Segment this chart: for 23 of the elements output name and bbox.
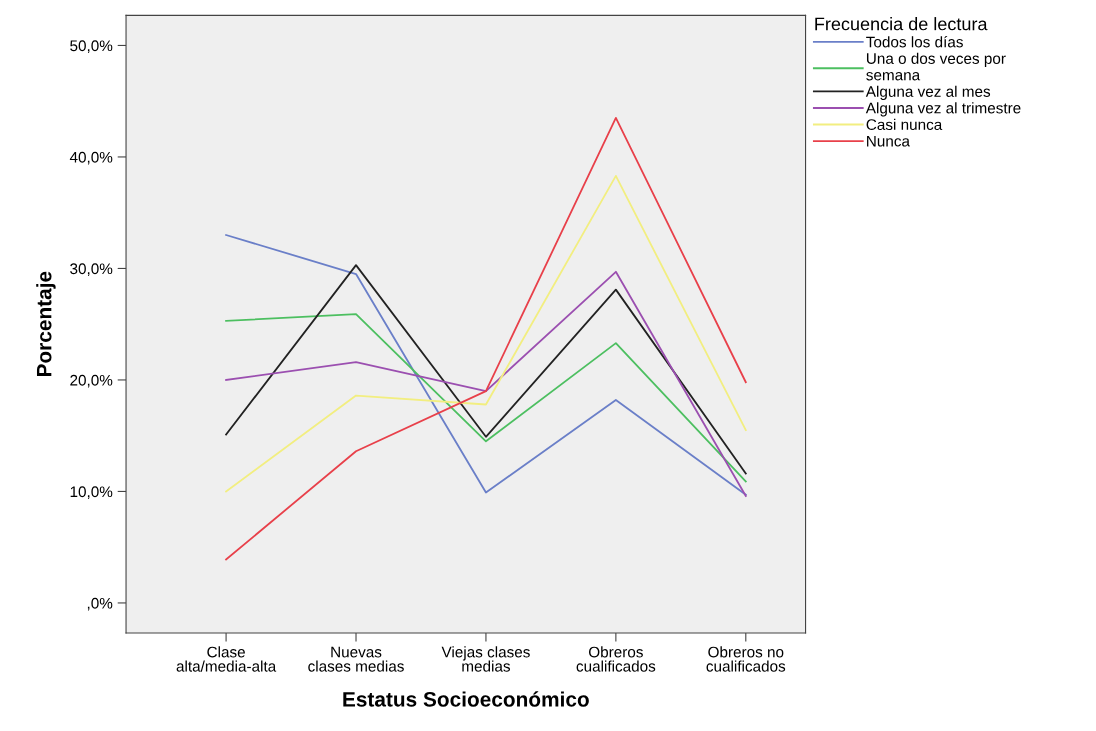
y-axis-title: Porcentaje	[36, 271, 56, 377]
legend-title: Frecuencia de lectura	[815, 17, 988, 31]
y-tick-label: 10,0%	[70, 486, 113, 499]
y-tick-label: 30,0%	[70, 263, 113, 276]
x-tick-label: Clase alta/media-alta	[176, 646, 277, 672]
legend-label: Casi nunca	[866, 118, 943, 131]
legend-label: Nunca	[867, 135, 910, 147]
line-series	[225, 117, 747, 561]
x-tick-label: Obreros cualificados	[576, 646, 656, 672]
x-tick-label: Viejas clases medias	[441, 646, 530, 672]
line-series	[225, 313, 747, 483]
x-axis-title: Estatus Socioeconómico	[343, 691, 589, 707]
legend-label: Todos los días	[866, 36, 963, 48]
y-tick-label: ,0%	[87, 597, 113, 611]
y-tick-label: 40,0%	[69, 151, 113, 165]
legend-label: Una o dos veces por semana	[866, 52, 1006, 81]
x-tick-label: Nuevas clases medias	[308, 646, 404, 672]
line-series	[225, 175, 747, 493]
legend-label: Alguna vez al trimestre	[865, 102, 1021, 117]
y-tick-label: 20,0%	[70, 374, 113, 388]
x-tick-label: Obreros no cualificados	[706, 646, 786, 672]
legend-label: Alguna vez al mes	[865, 85, 991, 100]
y-tick-label: 50,0%	[70, 40, 113, 53]
